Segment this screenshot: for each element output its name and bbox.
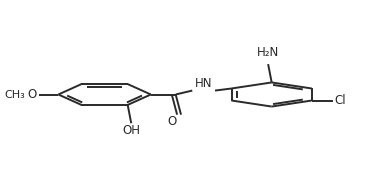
Text: H₂N: H₂N <box>257 46 279 59</box>
Text: Cl: Cl <box>335 94 346 107</box>
Text: O: O <box>168 115 177 128</box>
Text: HN: HN <box>195 77 212 90</box>
Text: OH: OH <box>122 124 140 137</box>
Text: CH₃: CH₃ <box>4 90 25 99</box>
Text: O: O <box>28 88 37 101</box>
